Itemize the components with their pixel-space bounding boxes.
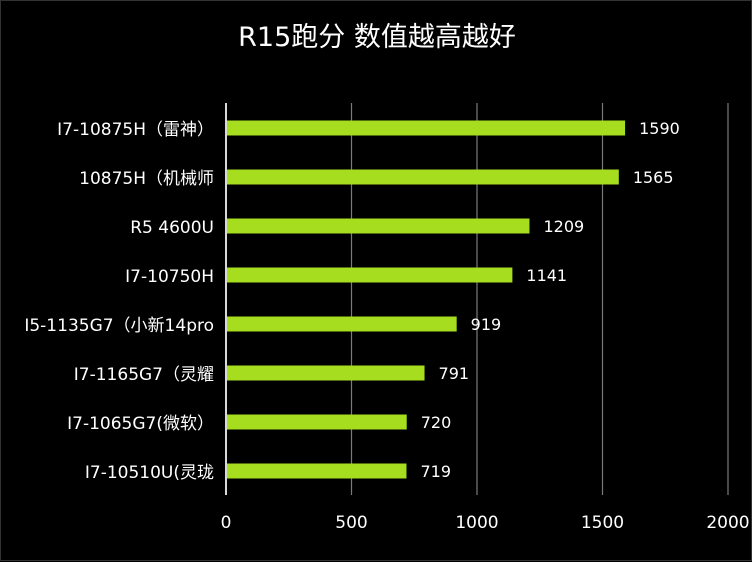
data-label: 1209 <box>543 217 584 236</box>
value-labels: 1590 1565 1209 1141 919 791 720 719 <box>420 119 679 481</box>
x-tick-label: 2000 <box>706 513 749 533</box>
category-labels: I7-10875H（雷神） 10875H（机械师 R5 4600U I7-10750H… <box>24 120 214 483</box>
bar <box>227 120 626 136</box>
data-label: 919 <box>471 315 502 334</box>
data-label: 1565 <box>633 168 674 187</box>
category-label: R5 4600U <box>130 218 214 238</box>
bar <box>227 414 407 430</box>
bar <box>227 365 425 381</box>
bar <box>227 463 407 479</box>
data-label: 720 <box>421 413 452 432</box>
category-label: I5-1135G7（小新14pro <box>24 316 214 336</box>
data-label: 1590 <box>639 119 680 138</box>
x-axis-ticks: 0 500 1000 1500 2000 <box>221 513 750 533</box>
chart-title: R15跑分 数值越高越好 <box>238 22 516 53</box>
bars <box>227 120 626 479</box>
data-label: 1141 <box>526 266 567 285</box>
category-label: 10875H（机械师 <box>79 169 214 189</box>
category-label: I7-1165G7（灵耀 <box>74 365 214 385</box>
x-tick-label: 1500 <box>581 513 624 533</box>
x-tick-label: 500 <box>335 513 367 533</box>
data-label: 719 <box>420 462 451 481</box>
data-label: 791 <box>439 364 470 383</box>
category-label: I7-10510U(灵珑 <box>85 463 214 483</box>
category-label: I7-10750H <box>125 267 214 287</box>
gridlines <box>350 103 729 495</box>
bar <box>227 218 530 234</box>
category-label: I7-1065G7(微软） <box>67 414 214 434</box>
bar <box>227 316 457 332</box>
bar <box>227 169 619 185</box>
x-tick-label: 0 <box>221 513 232 533</box>
bar <box>227 267 513 283</box>
category-label: I7-10875H（雷神） <box>57 120 214 140</box>
x-tick-label: 1000 <box>455 513 498 533</box>
